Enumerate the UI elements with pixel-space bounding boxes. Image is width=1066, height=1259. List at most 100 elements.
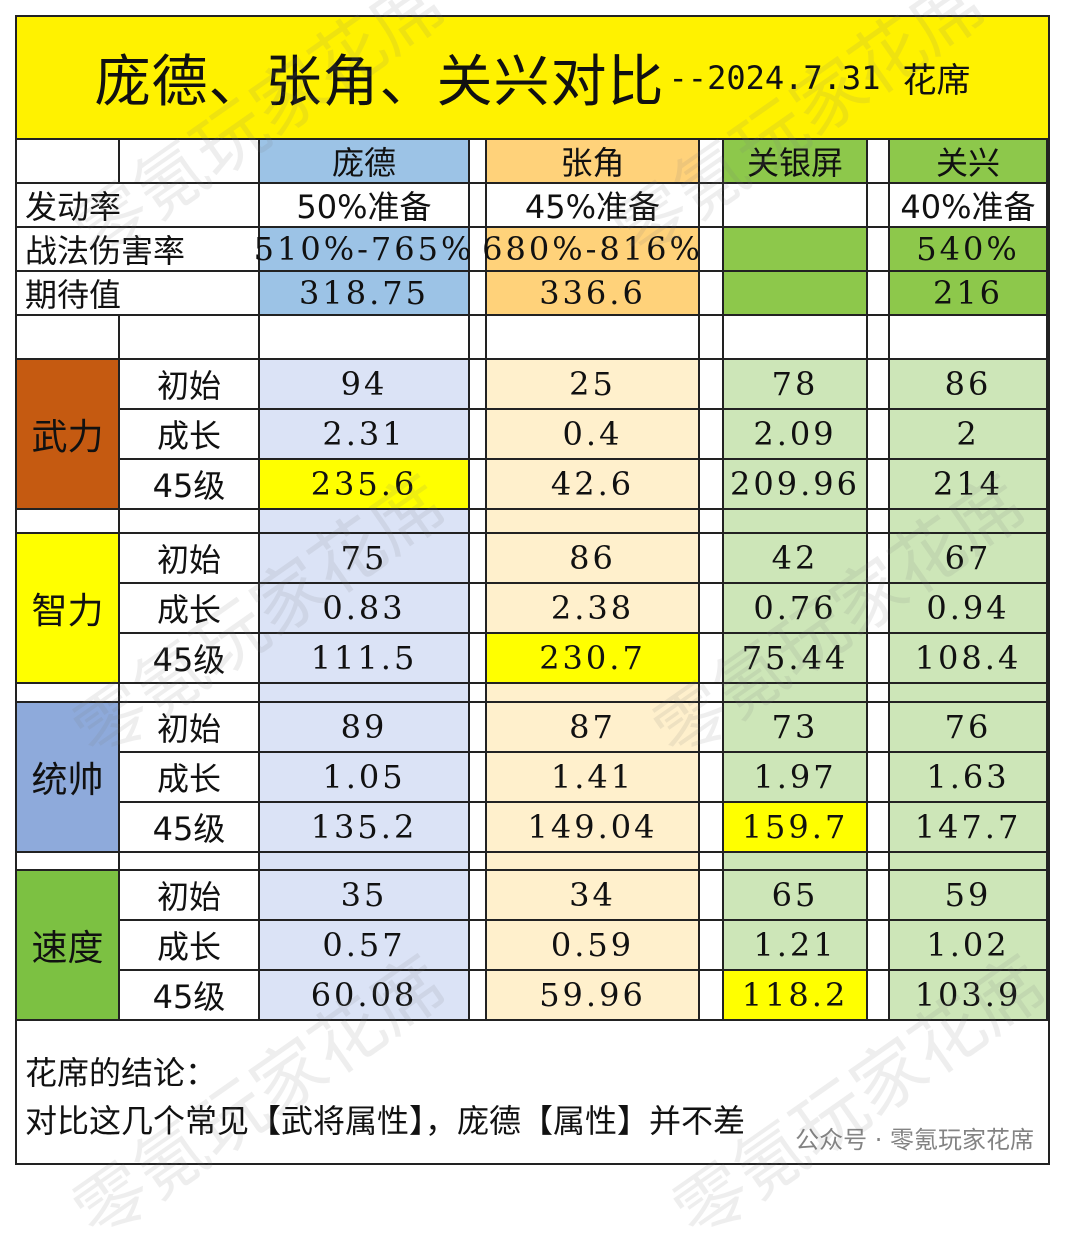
column-header: 庞德 — [260, 140, 470, 184]
spacer-cell — [868, 634, 890, 684]
row-label: 初始 — [120, 871, 260, 921]
spacer-cell — [470, 921, 487, 971]
stat-value: 59 — [890, 871, 1048, 921]
spacer-cell — [700, 228, 724, 272]
spacer-cell — [470, 684, 487, 703]
stat-value: 0.4 — [487, 410, 700, 460]
row-label: 初始 — [120, 703, 260, 753]
stat-value: 34 — [487, 871, 700, 921]
stat-value: 35 — [260, 871, 470, 921]
spacer-cell — [700, 460, 724, 510]
spacer-cell — [470, 584, 487, 634]
spacer-cell — [260, 510, 470, 534]
spacer-cell — [868, 228, 890, 272]
stat-value: 89 — [260, 703, 470, 753]
row-label: 成长 — [120, 753, 260, 803]
stat-value: 59.96 — [487, 971, 700, 1021]
stat-value: 108.4 — [890, 634, 1048, 684]
spacer-cell — [700, 584, 724, 634]
spacer-cell — [700, 971, 724, 1021]
stat-value: 60.08 — [260, 971, 470, 1021]
spacer-cell — [470, 703, 487, 753]
section-label: 速度 — [17, 871, 120, 1021]
row-label: 发动率 — [17, 184, 260, 228]
spacer-cell — [17, 510, 120, 534]
row-label: 45级 — [120, 634, 260, 684]
row-label: 45级 — [120, 971, 260, 1021]
spacer-cell — [487, 684, 700, 703]
spacer-cell — [700, 803, 724, 853]
stat-value: 214 — [890, 460, 1048, 510]
spacer-cell — [470, 140, 487, 184]
spacer-cell — [17, 316, 120, 360]
stat-value: 2.31 — [260, 410, 470, 460]
stat-value: 135.2 — [260, 803, 470, 853]
row-label: 成长 — [120, 584, 260, 634]
row-label: 战法伤害率 — [17, 228, 260, 272]
section-label: 智力 — [17, 534, 120, 684]
stat-value: 118.2 — [724, 971, 868, 1021]
stat-value: 86 — [890, 360, 1048, 410]
meta-value — [724, 184, 868, 228]
spacer-cell — [470, 853, 487, 871]
spacer-cell — [470, 228, 487, 272]
stat-value: 86 — [487, 534, 700, 584]
spacer-cell — [868, 360, 890, 410]
meta-value: 680%-816% — [482, 228, 700, 272]
spacer-cell — [868, 684, 890, 703]
spacer-cell — [260, 316, 470, 360]
spacer-cell — [724, 684, 868, 703]
spacer-cell — [700, 184, 724, 228]
spacer-cell — [868, 853, 890, 871]
spacer-cell — [700, 272, 724, 316]
spacer-cell — [700, 684, 724, 703]
spacer-cell — [120, 853, 260, 871]
row-label: 初始 — [120, 360, 260, 410]
spacer-cell — [868, 316, 890, 360]
spacer-cell — [470, 534, 487, 584]
spacer-cell — [868, 184, 890, 228]
spacer-cell — [724, 510, 868, 534]
meta-value: 40%准备 — [890, 184, 1048, 228]
stat-value: 103.9 — [890, 971, 1048, 1021]
spacer-cell — [260, 853, 470, 871]
meta-value: 318.75 — [260, 272, 470, 316]
spacer-cell — [868, 921, 890, 971]
spacer-cell — [120, 684, 260, 703]
page-title: 庞德、张角、关兴对比 — [94, 50, 665, 115]
spacer-cell — [120, 510, 260, 534]
spacer-cell — [868, 703, 890, 753]
stat-value: 94 — [260, 360, 470, 410]
meta-value: 510%-765% — [254, 228, 471, 272]
meta-value — [724, 228, 868, 272]
stat-value: 0.94 — [890, 584, 1048, 634]
meta-value: 216 — [890, 272, 1048, 316]
row-label: 成长 — [120, 921, 260, 971]
comparison-table: 庞德、张角、关兴对比 --2024.7.31 花席 庞德 张角 关银屏 关兴 发动率 50… — [15, 15, 1050, 1165]
stat-value: 209.96 — [724, 460, 868, 510]
spacer-cell — [700, 316, 724, 360]
spacer-cell — [260, 684, 470, 703]
row-label: 初始 — [120, 534, 260, 584]
stat-value: 0.76 — [724, 584, 868, 634]
spacer-cell — [890, 316, 1048, 360]
spacer-cell — [700, 753, 724, 803]
stat-value: 1.41 — [487, 753, 700, 803]
spacer-cell — [470, 360, 487, 410]
meta-value: 45%准备 — [487, 184, 700, 228]
stat-value: 111.5 — [260, 634, 470, 684]
stat-value: 1.05 — [260, 753, 470, 803]
stat-value: 76 — [890, 703, 1048, 753]
conclusion-text: 对比这几个常见【武将属性】，庞德【属性】并不差 — [25, 1102, 746, 1140]
spacer-cell — [700, 140, 724, 184]
stat-value: 75 — [260, 534, 470, 584]
title-date: --2024.7.31 — [668, 58, 881, 97]
column-header: 关兴 — [890, 140, 1048, 184]
stat-value: 159.7 — [724, 803, 868, 853]
spacer-cell — [890, 510, 1048, 534]
stat-value: 2.09 — [724, 410, 868, 460]
spacer-cell — [470, 971, 487, 1021]
spacer-cell — [700, 410, 724, 460]
spacer-cell — [470, 753, 487, 803]
meta-value: 540% — [890, 228, 1048, 272]
